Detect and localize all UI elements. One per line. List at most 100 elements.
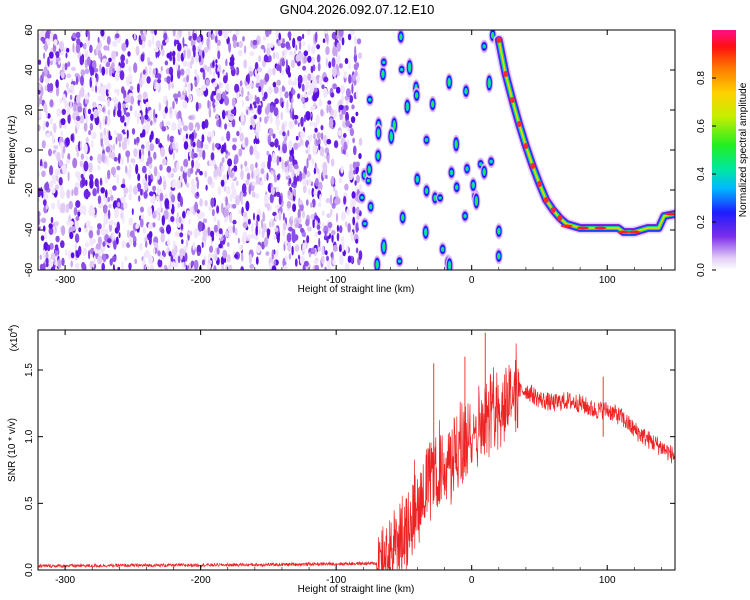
noise-blob [327, 100, 332, 105]
noise-blob [326, 213, 332, 219]
noise-blob [236, 130, 240, 137]
noise-blob [207, 99, 210, 109]
noise-blob [179, 174, 184, 184]
noise-blob [66, 73, 72, 79]
noise-blob [163, 209, 169, 220]
noise-blob [282, 131, 286, 137]
noise-blob [179, 127, 182, 134]
noise-blob [356, 214, 360, 221]
noise-blob [172, 100, 175, 110]
noise-blob [155, 40, 161, 49]
noise-blob [97, 104, 102, 114]
noise-blob [130, 158, 136, 164]
noise-blob [112, 185, 117, 191]
noise-blob [153, 151, 157, 160]
noise-blob [121, 261, 124, 270]
noise-blob [276, 174, 280, 181]
noise-blob [149, 191, 154, 197]
noise-blob [356, 174, 360, 184]
noise-blob [172, 151, 175, 160]
noise-blob [88, 208, 93, 216]
noise-blob [265, 251, 270, 256]
noise-blob [230, 65, 235, 71]
noise-blob [124, 122, 127, 127]
noise-blob [215, 30, 219, 36]
noise-blob [270, 42, 274, 48]
noise-blob [303, 50, 309, 57]
noise-blob [72, 157, 78, 169]
noise-blob [276, 155, 280, 166]
noise-blob [97, 85, 103, 95]
noise-blob [123, 187, 129, 194]
blob-peak [425, 189, 428, 193]
noise-blob [336, 42, 342, 52]
blob-peak [465, 89, 468, 94]
noise-blob [107, 238, 112, 244]
noise-blob [348, 62, 351, 70]
noise-blob [113, 156, 118, 162]
noise-blob [184, 166, 187, 174]
noise-blob [76, 38, 81, 45]
noise-blob [75, 76, 79, 85]
noise-blob [155, 210, 158, 215]
noise-blob [116, 165, 121, 171]
noise-blob [262, 211, 265, 222]
noise-blob [225, 230, 229, 238]
noise-blob [185, 264, 188, 270]
noise-blob [40, 86, 44, 96]
noise-blob [297, 208, 301, 220]
noise-blob [330, 158, 335, 167]
noise-blob [178, 118, 182, 125]
noise-blob [170, 194, 176, 203]
noise-blob [284, 255, 288, 262]
noise-blob [343, 71, 347, 79]
noise-blob [334, 189, 338, 198]
noise-blob [323, 225, 329, 235]
noise-blob [89, 260, 95, 270]
noise-blob [287, 241, 291, 252]
noise-blob [269, 104, 274, 113]
blob-peak [450, 171, 453, 175]
track-blob [550, 207, 556, 213]
noise-blob [127, 139, 130, 146]
noise-blob [213, 169, 218, 178]
noise-blob [182, 210, 186, 219]
track-hotspot [617, 230, 630, 234]
blob-peak [497, 229, 500, 234]
noise-blob [40, 36, 45, 42]
noise-blob [190, 179, 195, 186]
noise-blob [257, 105, 262, 115]
noise-blob [158, 255, 164, 261]
noise-blob [212, 60, 215, 68]
noise-blob [307, 73, 312, 81]
noise-blob [261, 229, 265, 238]
noise-blob [281, 38, 285, 44]
noise-blob [42, 122, 46, 132]
noise-blob [95, 72, 98, 79]
noise-blob [187, 61, 191, 69]
noise-blob [156, 214, 160, 221]
noise-blob [175, 142, 179, 149]
noise-blob [149, 264, 154, 270]
noise-blob [351, 83, 354, 94]
y-tick-label: -60 [24, 262, 35, 277]
noise-blob [330, 92, 335, 98]
noise-blob [97, 164, 101, 171]
noise-blob [113, 130, 117, 135]
noise-blob [211, 208, 215, 217]
track-hotspot [560, 224, 573, 228]
noise-blob [278, 144, 281, 151]
transient-blob [373, 255, 382, 270]
noise-blob [288, 226, 293, 232]
noise-blob [354, 70, 358, 77]
noise-blob [104, 196, 109, 206]
noise-blob [116, 88, 120, 97]
noise-blob [100, 136, 103, 147]
noise-blob [254, 193, 260, 199]
noise-blob [42, 262, 46, 270]
spectrogram-ylabel: Frequency (Hz) [7, 116, 18, 185]
noise-blob [239, 132, 244, 142]
noise-blob [214, 101, 219, 106]
noise-blob [130, 95, 135, 105]
noise-blob [272, 211, 277, 217]
